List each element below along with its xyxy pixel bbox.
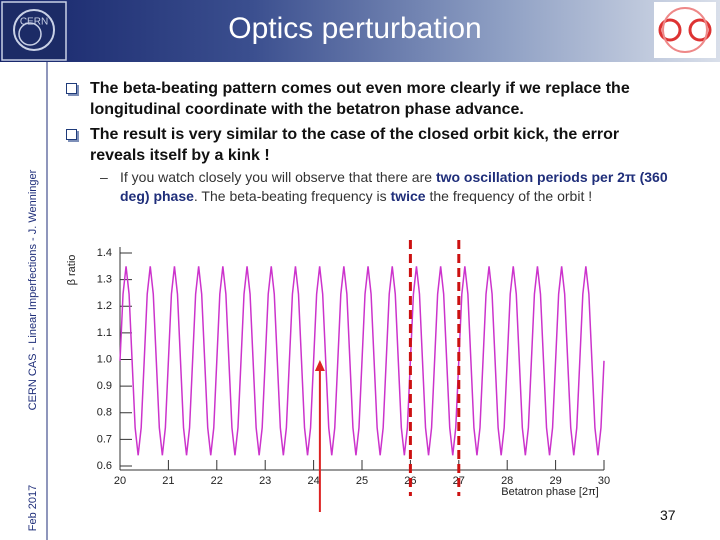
y-tick-label: 1.4 [97,247,112,259]
text: the frequency of the orbit ! [425,188,593,204]
kick-arrow-head [314,360,325,371]
x-axis-label: Betatron phase [2π] [501,486,599,498]
y-tick-label: 0.6 [97,460,112,472]
x-tick-label: 23 [259,475,271,487]
side-caption: CERN CAS - Linear Imperfections - J. Wen… [27,169,39,411]
bullet-text: The result is very similar to the case o… [90,126,620,164]
x-tick-label: 24 [307,475,319,487]
svg-text:CERN: CERN [20,17,48,28]
y-tick-label: 0.9 [97,380,112,392]
plot: 0.6 0.7 0.8 0.9 1.0 1.1 1.2 1.3 1.4 20 21 22 23 24 25 2… [66,240,610,512]
x-tick-label: 21 [162,475,174,487]
header-art: CERN [1,1,716,61]
y-tick-label: 1.0 [97,353,112,365]
y-tick-label: 1.1 [97,327,112,339]
page-number: 37 [660,507,676,523]
y-tick-label: 0.7 [97,433,112,445]
slide-title: Optics perturbation [228,12,482,45]
x-tick-label: 20 [114,475,126,487]
bullet: The result is very similar to the case o… [66,124,670,166]
x-tick-label: 28 [501,475,513,487]
x-tick-label: 25 [356,475,368,487]
text: . The beta-beating frequency is [193,188,391,204]
x-tick-label: 29 [549,475,561,487]
x-tick-label: 30 [598,475,610,487]
y-tick-label: 1.3 [97,274,112,286]
x-tick-label: 22 [211,475,223,487]
emphasis: two oscillation periods per 2π (360 deg)… [120,169,668,204]
emphasis: twice [390,188,426,204]
data-line [119,266,605,456]
date: Feb 2017 [27,484,39,532]
bullet: The beta-beating pattern comes out even … [66,78,670,120]
y-tick-label: 1.2 [97,300,112,312]
y-tick-label: 0.8 [97,407,112,419]
text: If you watch closely you will observe th… [120,169,436,185]
y-axis-label: β ratio [66,255,78,286]
header-bar: CERN Optics perturbation [0,0,720,62]
bullet-text: The beta-beating pattern comes out even … [90,80,630,118]
sub-bullet: – If you watch closely you will observe t… [100,169,668,204]
